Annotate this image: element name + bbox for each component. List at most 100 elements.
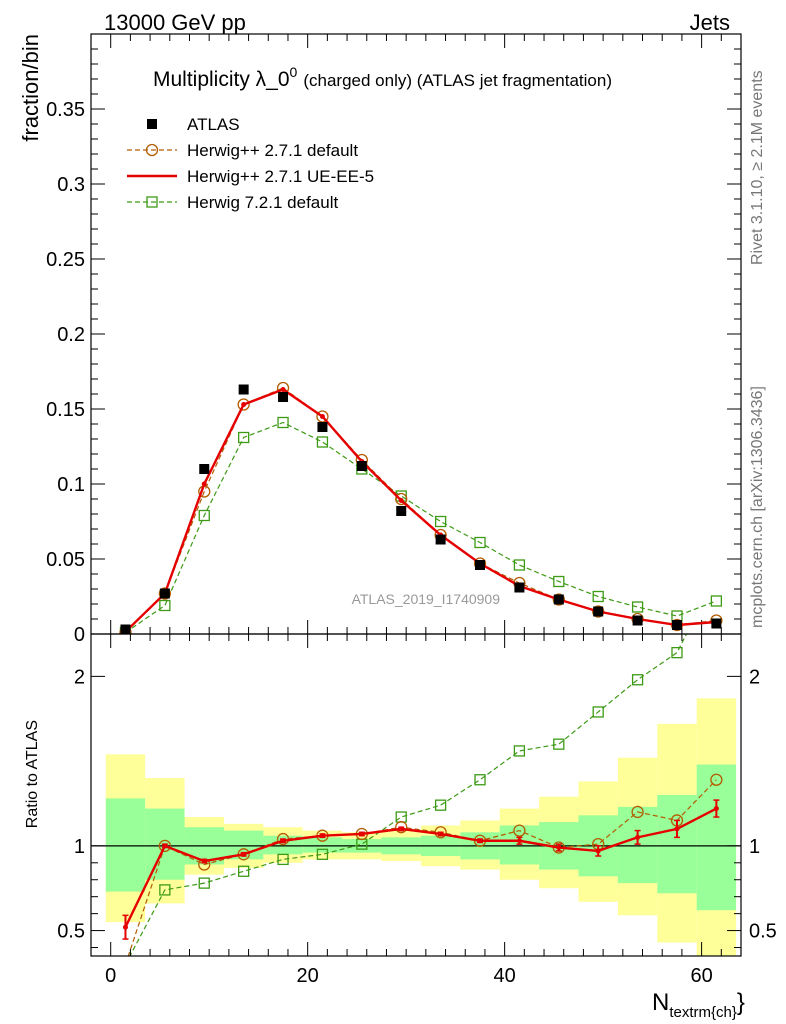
main-panel: Multiplicity λ_00 (charged only) (ATLAS j… [18,33,742,646]
main-x-ticks [110,34,722,634]
main-point-herwig72_default [277,416,289,429]
main-line-herwig72_default [125,421,717,633]
ratio-y-tick-label-right: 0.5 [749,921,777,943]
ratio-point-herwigpp_ueee5 [595,848,601,854]
ratio-y-axis-label: Ratio to ATLAS [24,720,41,828]
ratio-point-herwig72_default [513,745,526,757]
ratio-point-herwig72_default [631,674,644,686]
main-point-herwig72_default [553,575,565,588]
main-point-herwigpp_ueee5 [201,481,207,487]
ratio-point-herwig72_default [711,570,721,580]
main-point-herwigpp_ueee5 [280,387,286,392]
main-point-herwigpp_ueee5 [319,414,325,419]
ratio-x-tick-label: 0 [105,965,116,987]
ratio-point-herwigpp_ueee5 [122,924,128,930]
main-point-herwig72_default [316,436,329,448]
main-point-atlas [671,620,682,630]
main-y-tick-label: 0 [74,624,85,646]
ratio-point-herwig72_default [238,865,250,877]
ratio-band-inner [499,825,540,865]
ratio-series-group [120,570,723,970]
ratio-point-herwigpp_ueee5 [713,806,719,812]
main-point-herwig72_default [198,509,210,522]
main-point-atlas [475,560,486,570]
ratio-panel: 0.5 0.5 1 1 2 2 0 20 40 60 Ratio to ATLAS Ntextr… [24,570,777,1021]
main-y-tick-label: 0.35 [46,99,85,121]
ratio-point-herwigpp_ueee5 [398,826,404,832]
ratio-y-tick-label: 0.5 [57,921,85,943]
main-point-herwig72_default [710,595,723,607]
main-point-herwig72_default [238,431,250,444]
main-point-atlas [120,624,131,634]
main-y-tick-label: 0.3 [57,174,85,196]
ratio-point-herwigpp_ueee5 [201,858,207,864]
legend-label-atlas: ATLAS [187,115,240,134]
main-point-atlas [711,618,722,629]
ratio-y-ticks [91,675,741,949]
ratio-band-inner [696,764,737,911]
main-point-atlas [435,534,446,545]
ratio-point-herwig72_default [474,774,486,786]
rivet-version-label: Rivet 3.1.10, ≥ 2.1M events [749,70,766,265]
ratio-point-herwigpp_ueee5 [359,831,365,837]
ratio-band-inner [617,806,658,884]
main-series-group [119,381,723,634]
ratio-point-herwigpp_ueee5 [438,831,444,837]
ratio-point-herwigpp_ueee5 [556,845,562,851]
mcplots-label: mcplots.cern.ch [arXiv:1306.3436] [749,386,766,628]
main-point-atlas [593,606,604,617]
ratio-point-herwigpp_ueee5 [635,834,641,840]
main-point-atlas [514,582,525,593]
legend-label-herwigpp_ueee5: Herwig++ 2.7.1 UE-EE-5 [187,167,374,186]
main-line-herwigpp_ueee5 [124,388,717,633]
legend-label-herwigpp_default: Herwig++ 2.7.1 default [187,141,358,160]
main-point-herwigpp_default [552,593,565,606]
ratio-point-herwigpp_default [710,773,723,786]
header-energy-label: 13000 GeV pp [104,10,246,35]
main-point-herwig72_default [474,536,486,549]
ratio-point-herwig72_default [120,959,130,969]
main-point-atlas [396,506,407,516]
ratio-x-tick-labels: 0 20 40 60 [105,965,713,987]
main-y-axis-label: fraction/bin [18,34,43,142]
ratio-point-herwigpp_default [158,839,172,852]
main-y-tick-labels: 0 0.05 0.1 0.15 0.2 0.25 0.3 0.35 [46,99,85,646]
main-point-atlas [632,615,643,626]
ratio-x-tick-label: 40 [494,965,516,987]
ratio-band-inner [302,837,343,853]
ratio-point-herwigpp_ueee5 [674,826,680,832]
ratio-point-herwigpp_ueee5 [477,838,483,844]
ratio-x-tick-label: 20 [297,965,319,987]
main-point-herwig72_default [513,559,526,571]
main-title: Multiplicity λ_00 (charged only) (ATLAS j… [153,64,612,91]
ratio-line-herwig72_default [129,634,688,956]
ratio-point-herwigpp_default [395,821,408,834]
legend-label-herwig72_default: Herwig 7.2.1 default [187,193,338,212]
ratio-point-herwig72_default [553,738,565,750]
ratio-frame [90,633,742,957]
main-point-herwig72_default [434,515,447,528]
main-y-tick-label: 0.25 [46,249,85,271]
ratio-point-herwigpp_default [120,959,131,970]
ratio-point-herwig72_default [395,811,407,823]
main-point-atlas [553,594,564,605]
ratio-point-herwigpp_ueee5 [280,838,286,844]
legend-marker-herwigpp_default [145,143,159,157]
ratio-line-herwigpp_ueee5 [124,807,717,928]
ratio-point-herwigpp_ueee5 [241,851,247,857]
x-axis-label: Ntextrm{ch}} [652,989,745,1021]
main-point-herwigpp_ueee5 [241,402,247,407]
ratio-y-tick-label-right: 1 [749,836,760,858]
main-point-herwigpp_default [395,492,408,506]
ratio-y-tick-label: 2 [74,666,85,688]
ratio-point-herwig72_default [198,877,210,889]
ratio-y-tick-labels: 0.5 0.5 1 1 2 2 [57,666,777,942]
legend-marker-herwig72_default [146,196,158,208]
main-point-herwigpp_ueee5 [398,498,404,503]
legend-marker-atlas [147,119,157,129]
main-point-atlas [356,461,367,471]
ratio-point-herwig72_default [316,848,329,860]
main-point-herwig72_default [159,599,171,612]
header-jets-label: Jets [690,10,730,35]
